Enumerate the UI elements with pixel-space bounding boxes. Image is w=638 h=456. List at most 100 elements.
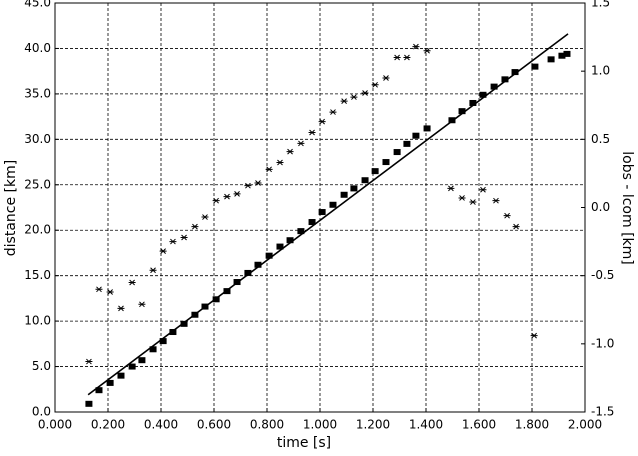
square-point	[371, 168, 379, 175]
star-point	[297, 140, 305, 147]
y2-tick-label: -0.5	[591, 268, 614, 282]
star-point	[128, 279, 136, 286]
square-point	[531, 63, 539, 70]
star-point	[469, 199, 477, 205]
y-tick-label: 30.0	[24, 132, 51, 146]
square-point	[458, 108, 466, 115]
square-point	[95, 387, 103, 394]
star-point	[371, 81, 379, 88]
x-tick-label: 1.600	[462, 418, 496, 432]
x-tick-label: 0.200	[91, 418, 125, 432]
star-point	[223, 193, 231, 200]
x-tick-label: 0.600	[197, 418, 231, 432]
star-point	[512, 223, 520, 230]
x-axis-title: time [s]	[277, 435, 331, 451]
square-point	[547, 56, 555, 63]
star-point	[212, 197, 220, 204]
y2-tick-label: 1.0	[591, 64, 610, 78]
star-point	[276, 159, 284, 166]
square-point	[117, 372, 125, 379]
x-tick-label: 1.400	[409, 418, 443, 432]
square-point	[244, 269, 252, 276]
star-point	[350, 94, 358, 100]
star-point	[403, 54, 411, 61]
plot-frame	[54, 2, 586, 413]
star-point	[201, 214, 209, 220]
star-point	[503, 212, 511, 219]
square-point	[149, 346, 157, 353]
star-point	[233, 191, 241, 197]
star-point	[244, 182, 252, 189]
y-tick-label: 20.0	[24, 223, 51, 237]
square-point	[479, 91, 487, 98]
square-point	[382, 159, 390, 166]
square-point	[490, 83, 498, 90]
square-point	[128, 363, 136, 370]
square-point	[286, 237, 294, 244]
x-tick-label: 1.800	[515, 418, 549, 432]
star-point	[447, 185, 455, 192]
square-point	[350, 185, 358, 192]
star-point	[412, 43, 420, 50]
star-point	[458, 195, 466, 201]
star-point	[393, 54, 401, 61]
y2-tick-label: 0.5	[591, 132, 610, 146]
y-tick-label: 15.0	[24, 268, 51, 282]
y-tick-label: 45.0	[24, 0, 51, 10]
star-point	[479, 186, 487, 193]
star-point	[169, 238, 177, 245]
star-point	[95, 286, 103, 293]
star-point	[254, 180, 262, 186]
square-point	[308, 219, 316, 226]
fit-line	[87, 33, 569, 396]
star-point	[530, 332, 538, 339]
star-point	[382, 75, 390, 81]
square-point	[169, 329, 177, 336]
star-point	[492, 197, 500, 204]
square-point	[297, 228, 305, 235]
y-tick-label: 25.0	[24, 177, 51, 191]
square-point	[159, 338, 167, 345]
star-point	[361, 90, 369, 96]
y-tick-label: 40.0	[24, 41, 51, 55]
star-point	[117, 305, 125, 312]
y2-tick-label: 0.0	[591, 200, 610, 214]
star-point	[340, 98, 348, 105]
y-tick-label: 35.0	[24, 86, 51, 100]
square-point	[85, 400, 93, 407]
star-point	[308, 129, 316, 136]
x-tick-label: 2.000	[568, 418, 602, 432]
square-point	[412, 132, 420, 139]
square-point	[558, 52, 566, 59]
star-point	[423, 47, 431, 54]
star-point	[106, 289, 114, 295]
star-point	[85, 358, 93, 365]
x-tick-label: 0.400	[144, 418, 178, 432]
square-point	[265, 252, 273, 259]
square-point	[469, 99, 477, 106]
star-point	[318, 118, 326, 125]
square-point	[318, 209, 326, 216]
star-point	[286, 148, 294, 155]
star-point	[265, 166, 273, 173]
square-point	[180, 320, 188, 327]
y2-tick-label: -1.0	[591, 336, 614, 350]
y2-tick-label: -1.5	[591, 405, 614, 419]
star-point	[191, 223, 199, 230]
y2-axis-title: lobs - lcom [km]	[619, 151, 635, 265]
square-point	[393, 149, 401, 156]
y-tick-label: 5.0	[32, 359, 51, 373]
square-point	[340, 191, 348, 198]
square-point	[361, 177, 369, 184]
x-tick-label: 1.000	[303, 418, 337, 432]
square-point	[511, 69, 519, 76]
square-point	[329, 201, 337, 208]
x-tick-label: 0.000	[38, 418, 72, 432]
square-point	[276, 243, 284, 250]
star-point	[329, 109, 337, 115]
star-point	[180, 234, 188, 241]
square-point	[563, 50, 571, 57]
y-tick-label: 0.0	[32, 405, 51, 419]
square-point	[254, 261, 262, 268]
